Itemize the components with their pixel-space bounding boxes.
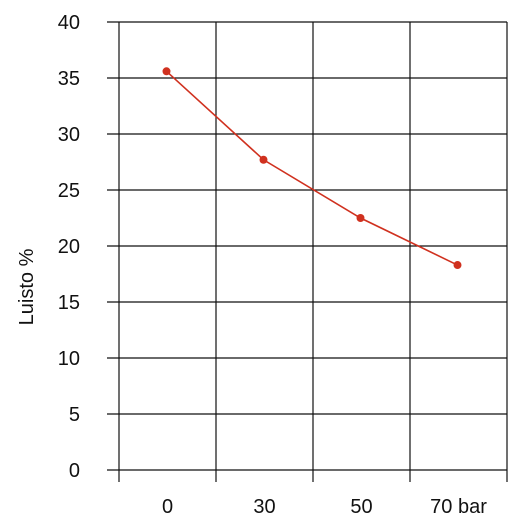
y-tick-label: 25 bbox=[58, 180, 80, 202]
y-tick-label: 10 bbox=[58, 348, 80, 370]
x-tick-label: 50 bbox=[350, 496, 372, 518]
y-tick-label: 15 bbox=[58, 292, 80, 314]
y-axis-label: Luisto % bbox=[16, 248, 38, 325]
data-point bbox=[453, 261, 462, 270]
data-point bbox=[259, 155, 268, 164]
x-tick-label: 70 bar bbox=[430, 496, 487, 518]
x-tick-labels: 0 30 50 70 bar bbox=[162, 496, 487, 518]
x-tick-label: 0 bbox=[162, 496, 173, 518]
series-line bbox=[165, 70, 458, 266]
data-point bbox=[356, 214, 365, 222]
y-tick-label: 0 bbox=[69, 460, 80, 482]
x-tick-label: 30 bbox=[253, 496, 275, 518]
y-tick-label: 20 bbox=[58, 236, 80, 258]
y-tick-labels: 0 5 10 15 20 25 30 35 40 bbox=[58, 12, 80, 482]
series-layer bbox=[162, 67, 462, 270]
y-tick-label: 40 bbox=[58, 12, 80, 34]
y-tick-label: 5 bbox=[69, 404, 80, 426]
y-tick-label: 35 bbox=[58, 68, 80, 90]
data-point bbox=[162, 67, 171, 76]
grid bbox=[107, 21, 508, 482]
y-tick-label: 30 bbox=[58, 124, 80, 146]
